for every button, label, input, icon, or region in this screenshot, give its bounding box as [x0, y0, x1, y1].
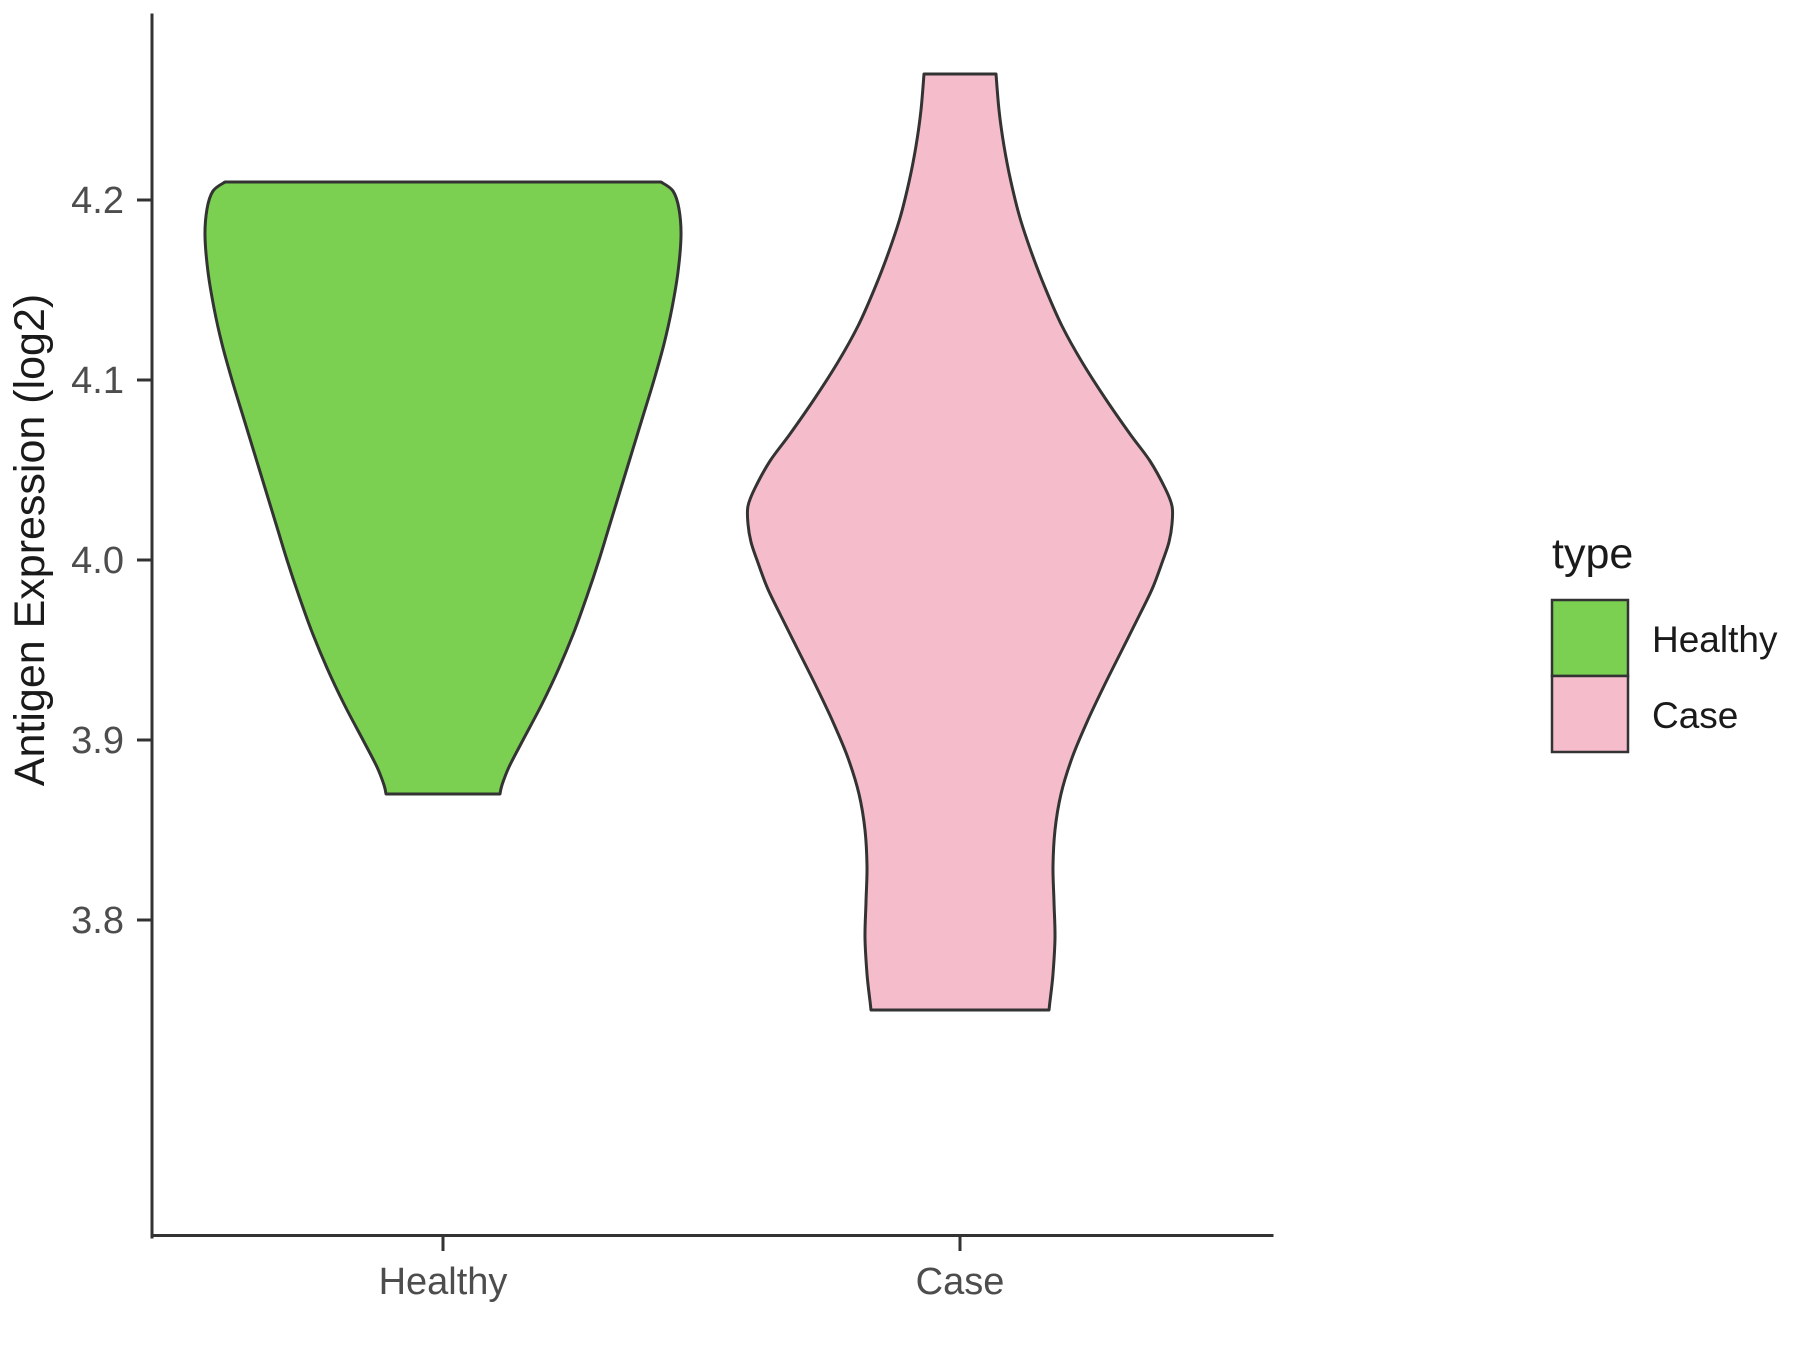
y-tick-label: 4.0 [71, 540, 124, 582]
legend-label-case: Case [1652, 695, 1738, 736]
x-tick-label: Case [916, 1261, 1005, 1303]
legend: type Healthy Case [1550, 530, 1778, 754]
tick-marks: 3.8 3.9 4.0 4.1 4.2 Healthy Case [71, 180, 1004, 1303]
legend-title: type [1552, 530, 1633, 578]
y-axis-title: Antigen Expression (log2) [6, 294, 54, 786]
y-tick-label: 3.9 [71, 720, 124, 762]
violin-shapes [203, 72, 1175, 1012]
y-tick-label: 3.8 [71, 900, 124, 942]
legend-swatch-healthy [1550, 598, 1630, 678]
axes [150, 13, 1274, 1239]
x-tick-label: Healthy [379, 1261, 508, 1303]
y-tick-label: 4.1 [71, 360, 124, 402]
y-tick-label: 4.2 [71, 180, 124, 222]
violin-healthy [203, 180, 683, 796]
violin-case [745, 72, 1175, 1012]
legend-label-healthy: Healthy [1652, 619, 1778, 660]
legend-swatch-case [1550, 674, 1630, 754]
